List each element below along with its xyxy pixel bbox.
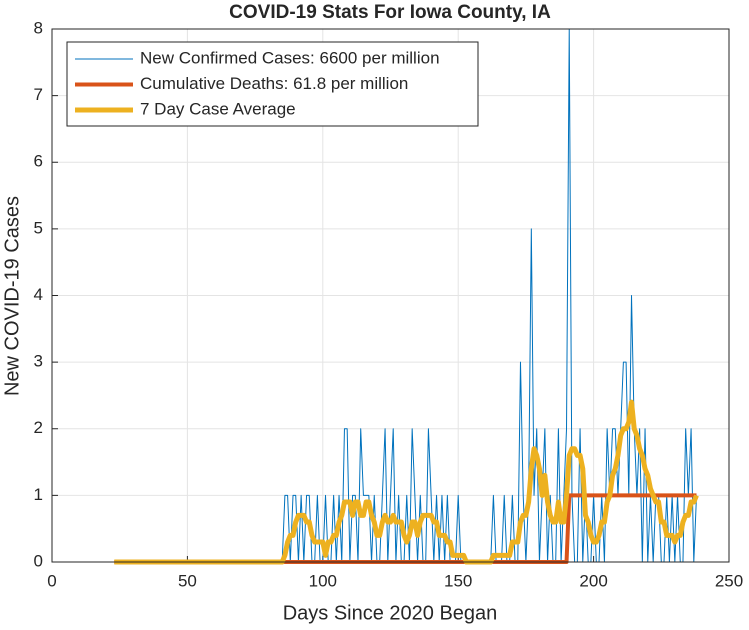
x-tick-label: 200: [579, 571, 607, 590]
y-tick-label: 1: [34, 485, 43, 504]
y-tick-label: 8: [34, 18, 43, 37]
y-tick-label: 7: [34, 85, 43, 104]
legend-box: [66, 41, 479, 127]
x-tick-label: 0: [47, 571, 56, 590]
x-axis-label: Days Since 2020 Began: [283, 602, 498, 624]
legend-label: New Confirmed Cases: 6600 per million: [140, 48, 440, 67]
x-tick-label: 50: [178, 571, 197, 590]
legend-label: 7 Day Case Average: [140, 99, 296, 118]
x-tick-label: 250: [715, 571, 743, 590]
chart-title: COVID-19 Stats For Iowa County, IA: [229, 2, 551, 23]
y-tick-label: 2: [34, 418, 43, 437]
y-tick-label: 0: [34, 551, 43, 570]
x-tick-label: 150: [444, 571, 472, 590]
y-tick-label: 5: [34, 218, 43, 237]
x-tick-label: 100: [309, 571, 337, 590]
y-axis-label: New COVID-19 Cases: [1, 196, 23, 396]
legend-label: Cumulative Deaths: 61.8 per million: [140, 74, 408, 93]
y-tick-label: 3: [34, 352, 43, 371]
y-tick-label: 4: [34, 285, 43, 304]
plot-frame: [51, 28, 730, 563]
y-tick-label: 6: [34, 152, 43, 171]
